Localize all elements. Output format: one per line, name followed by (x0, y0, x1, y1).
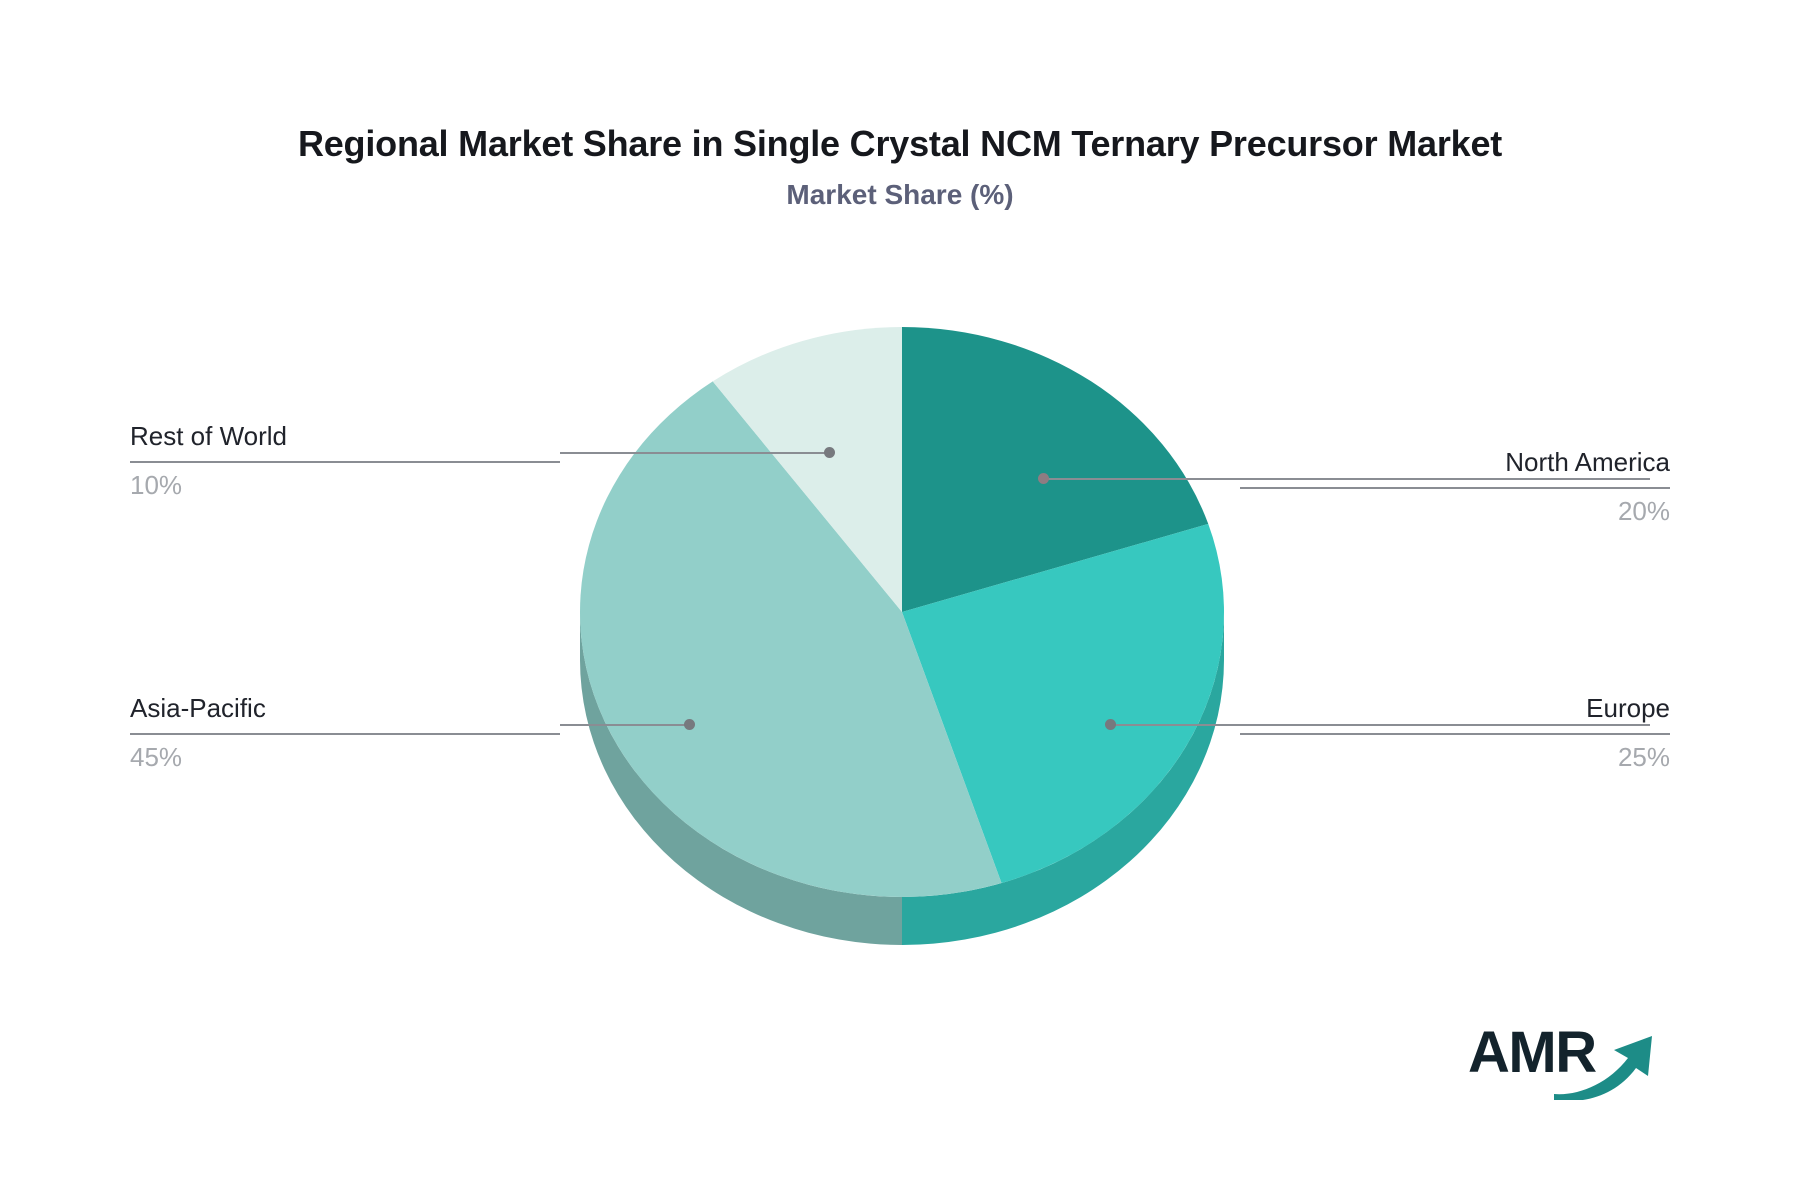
leader-line-asia-pacific (560, 724, 688, 726)
leader-line-rest-of-world (560, 452, 830, 454)
pie-3d-side (580, 612, 1224, 945)
callout-value-europe: 25% (1617, 741, 1670, 772)
amr-logo-text: AMR (1468, 1020, 1597, 1085)
callout-rule-rest-of-world (130, 460, 560, 463)
leader-line-north-america (1043, 478, 1650, 480)
callout-value-north-america: 20% (1617, 495, 1670, 526)
pie-slice-rest-of-world[interactable] (712, 327, 902, 612)
pie-slice-asia-pacific[interactable] (579, 381, 1002, 897)
chart-subtitle: Market Share (%) (786, 178, 1014, 210)
page-title: Regional Market Share in Single Crystal … (297, 123, 1503, 164)
callout-europe: Europe 25% (1240, 693, 1670, 773)
leader-line-europe (1110, 724, 1650, 726)
leader-dot-rest-of-world (824, 447, 835, 458)
leader-dot-asia-pacific (684, 719, 695, 730)
callout-label-asia-pacific: Asia-Pacific (130, 693, 266, 723)
callout-rule-europe (1240, 732, 1670, 735)
callout-rest-of-world: Rest of World 10% (130, 421, 560, 501)
pie-side-europe (902, 612, 1224, 945)
growth-arrow-icon (1554, 1036, 1652, 1100)
callout-label-north-america: North America (1505, 447, 1670, 477)
callout-north-america: North America 20% (1240, 447, 1670, 527)
pie-chart-svg (579, 327, 1224, 945)
pie-chart (540, 300, 1270, 980)
callout-asia-pacific: Asia-Pacific 45% (130, 693, 560, 773)
callout-rule-asia-pacific (130, 732, 560, 735)
title-block: Regional Market Share in Single Crystal … (0, 124, 1800, 210)
pie-slices (579, 327, 1224, 897)
callout-label-rest-of-world: Rest of World (130, 421, 288, 451)
leader-dot-europe (1105, 719, 1116, 730)
callout-label-europe: Europe (1586, 693, 1670, 723)
pie-side-asia-pacific (580, 612, 902, 945)
callout-value-asia-pacific: 45% (130, 741, 183, 772)
callout-value-rest-of-world: 10% (130, 469, 183, 500)
leader-dot-north-america (1038, 473, 1049, 484)
amr-logo: AMR (1468, 1022, 1658, 1100)
pie-slice-europe[interactable] (902, 523, 1224, 884)
pie-slice-north-america[interactable] (902, 327, 1209, 612)
callout-rule-north-america (1240, 486, 1670, 489)
